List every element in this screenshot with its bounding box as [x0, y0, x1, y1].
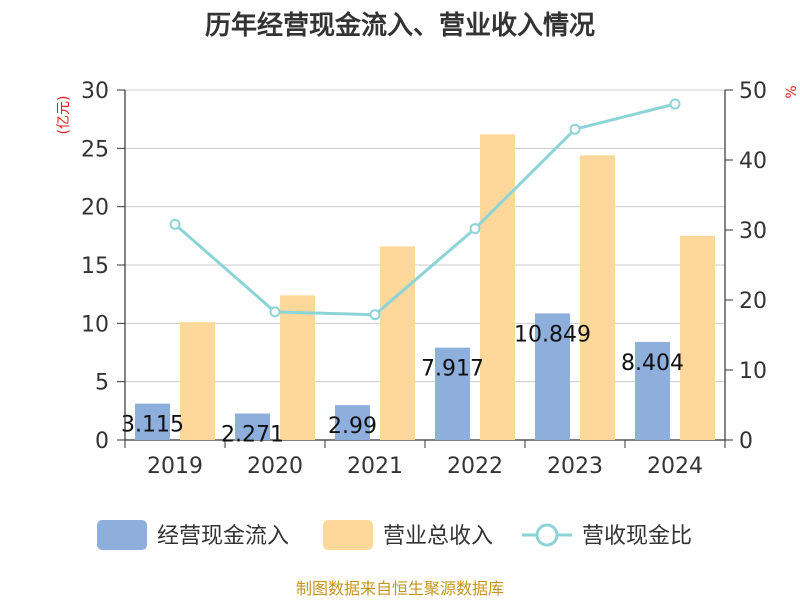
- right-axis-tick-label: 40: [739, 149, 767, 174]
- ratio-point: [669, 98, 681, 110]
- legend: 经营现金流入 营业总收入 营收现金比: [97, 520, 692, 550]
- ratio-point: [369, 309, 381, 321]
- right-axis-tick-label: 0: [739, 429, 753, 454]
- left-axis-tick-label: 10: [81, 312, 109, 337]
- data-label-cash-inflow: 2.99: [328, 414, 377, 439]
- grid-lines: [125, 89, 725, 383]
- right-axis-unit: %: [784, 85, 800, 98]
- left-axis-tick-label: 25: [81, 137, 109, 162]
- ratio-point: [269, 306, 281, 318]
- left-axis-tick-label: 0: [95, 429, 109, 454]
- x-axis-tick-label: 2019: [147, 454, 203, 479]
- bar-revenue: [180, 322, 215, 440]
- bar-cash-inflow: [135, 403, 170, 440]
- left-axis-tick-label: 5: [95, 371, 109, 396]
- bars: [135, 134, 715, 441]
- ratio-point: [469, 223, 481, 235]
- data-label-cash-inflow: 2.271: [221, 423, 284, 448]
- right-axis-tick-label: 50: [739, 79, 767, 104]
- right-axis-tick-label: 10: [739, 359, 767, 384]
- left-axis-unit: (亿元): [56, 96, 72, 135]
- data-labels: 3.115 2.271 2.99 7.917 10.849 8.404: [121, 322, 684, 447]
- ratio-point: [169, 218, 181, 230]
- bar-cash-inflow: [235, 413, 270, 440]
- bar-revenue: [380, 246, 415, 440]
- legend-label-ratio: 营收现金比: [582, 524, 692, 549]
- bar-revenue: [280, 295, 315, 440]
- bar-cash-inflow: [435, 347, 470, 440]
- axes: 0 5 10 15 20 25 30 0 10 20 30 40 50 2019 2020 2021 2022 2…: [81, 79, 767, 479]
- ratio-point: [569, 123, 581, 135]
- right-axis-tick-label: 30: [739, 219, 767, 244]
- data-label-cash-inflow: 7.917: [421, 357, 484, 382]
- data-label-cash-inflow: 10.849: [514, 322, 591, 347]
- legend-swatch-cash-inflow: [97, 520, 147, 550]
- data-label-cash-inflow: 8.404: [621, 351, 684, 376]
- source-note: 制图数据来自恒生聚源数据库: [296, 579, 504, 598]
- x-axis-tick-label: 2023: [547, 454, 603, 479]
- bar-cash-inflow: [635, 341, 670, 440]
- right-axis-tick-label: 20: [739, 289, 767, 314]
- chart-title: 历年经营现金流入、营业收入情况: [205, 10, 595, 41]
- left-axis-tick-label: 20: [81, 196, 109, 221]
- legend-swatch-revenue: [323, 520, 373, 550]
- x-axis-tick-label: 2024: [647, 454, 703, 479]
- bar-revenue: [580, 155, 615, 441]
- bar-revenue: [680, 235, 715, 440]
- legend-label-cash-inflow: 经营现金流入: [157, 524, 289, 549]
- x-axis-tick-label: 2020: [247, 454, 303, 479]
- x-axis-tick-label: 2021: [347, 454, 403, 479]
- bar-revenue: [480, 134, 515, 441]
- legend-swatch-ratio-marker: [535, 523, 559, 547]
- data-label-cash-inflow: 3.115: [121, 413, 184, 438]
- left-axis-tick-label: 15: [81, 254, 109, 279]
- bar-cash-inflow: [335, 405, 370, 440]
- bar-cash-inflow: [535, 313, 570, 440]
- ratio-line-path: [174, 102, 676, 317]
- x-axis-tick-label: 2022: [447, 454, 503, 479]
- left-axis-tick-label: 30: [81, 79, 109, 104]
- legend-label-revenue: 营业总收入: [383, 524, 493, 549]
- ratio-line: [169, 98, 681, 321]
